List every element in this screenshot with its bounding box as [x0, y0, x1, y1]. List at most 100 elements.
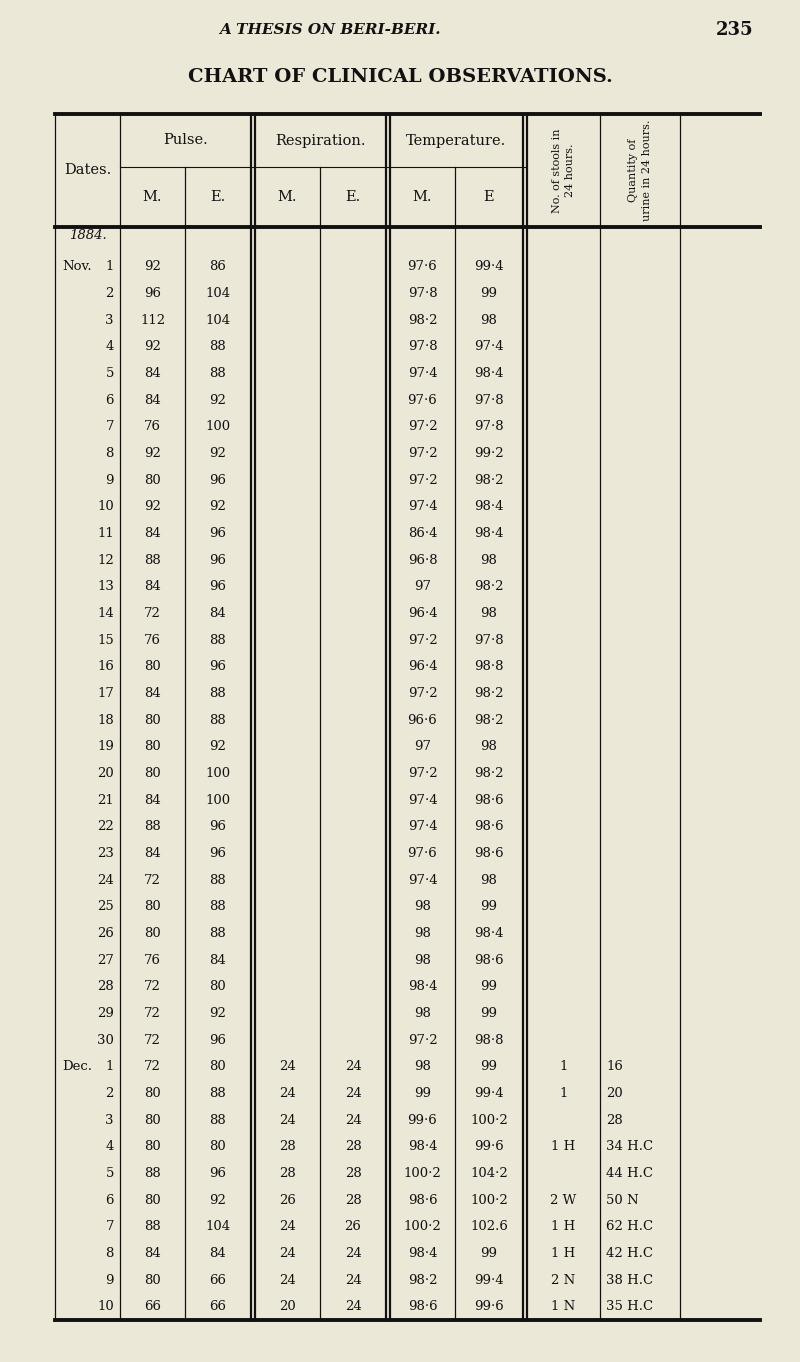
- Text: 99·6: 99·6: [474, 1301, 504, 1313]
- Text: 98·4: 98·4: [474, 527, 504, 541]
- Text: 12: 12: [98, 554, 114, 567]
- Text: 72: 72: [144, 1007, 161, 1020]
- Text: 20: 20: [98, 767, 114, 780]
- Text: 99·2: 99·2: [474, 447, 504, 460]
- Text: 24: 24: [345, 1246, 362, 1260]
- Text: 28: 28: [345, 1193, 362, 1207]
- Text: 80: 80: [144, 1087, 161, 1100]
- Text: 24: 24: [345, 1301, 362, 1313]
- Text: 80: 80: [144, 741, 161, 753]
- Text: 92: 92: [210, 1007, 226, 1020]
- Text: 98·8: 98·8: [474, 1034, 504, 1046]
- Text: Quantity of
urine in 24 hours.: Quantity of urine in 24 hours.: [629, 120, 651, 221]
- Text: 97·2: 97·2: [408, 474, 438, 486]
- Text: 86: 86: [210, 260, 226, 274]
- Text: 13: 13: [97, 580, 114, 594]
- Text: 7: 7: [106, 1220, 114, 1233]
- Text: 76: 76: [144, 953, 161, 967]
- Text: 97·8: 97·8: [474, 421, 504, 433]
- Text: 27: 27: [97, 953, 114, 967]
- Text: 28: 28: [98, 981, 114, 993]
- Text: 24: 24: [279, 1114, 296, 1126]
- Text: 102.6: 102.6: [470, 1220, 508, 1233]
- Text: 76: 76: [144, 421, 161, 433]
- Text: 88: 88: [210, 340, 226, 354]
- Text: 98·4: 98·4: [474, 928, 504, 940]
- Text: 98: 98: [481, 313, 498, 327]
- Text: 24: 24: [279, 1220, 296, 1233]
- Text: 96: 96: [210, 847, 226, 859]
- Text: Temperature.: Temperature.: [406, 133, 506, 147]
- Text: 72: 72: [144, 607, 161, 620]
- Text: 99: 99: [481, 1246, 498, 1260]
- Text: 92: 92: [210, 394, 226, 407]
- Text: 97·8: 97·8: [408, 287, 438, 300]
- Text: 28: 28: [606, 1114, 622, 1126]
- Text: 92: 92: [210, 500, 226, 513]
- Text: 100·2: 100·2: [404, 1220, 442, 1233]
- Text: 84: 84: [144, 527, 161, 541]
- Text: 100·2: 100·2: [470, 1193, 508, 1207]
- Text: 92: 92: [144, 447, 161, 460]
- Text: 96: 96: [210, 1034, 226, 1046]
- Text: 1884.: 1884.: [69, 229, 106, 242]
- Text: 88: 88: [210, 928, 226, 940]
- Text: Dates.: Dates.: [64, 163, 111, 177]
- Text: 2: 2: [106, 287, 114, 300]
- Text: 26: 26: [97, 928, 114, 940]
- Text: 97·6: 97·6: [408, 260, 438, 274]
- Text: 30: 30: [97, 1034, 114, 1046]
- Text: 96: 96: [210, 527, 226, 541]
- Text: 104·2: 104·2: [470, 1167, 508, 1179]
- Text: 98·4: 98·4: [408, 981, 438, 993]
- Text: 100: 100: [206, 421, 230, 433]
- Text: 24: 24: [345, 1087, 362, 1100]
- Text: 28: 28: [345, 1140, 362, 1154]
- Text: 20: 20: [279, 1301, 296, 1313]
- Text: 98·6: 98·6: [474, 953, 504, 967]
- Text: 1 N: 1 N: [551, 1301, 576, 1313]
- Text: 88: 88: [210, 686, 226, 700]
- Text: 100: 100: [206, 794, 230, 806]
- Text: 10: 10: [98, 1301, 114, 1313]
- Text: 97·4: 97·4: [408, 794, 438, 806]
- Text: 96: 96: [210, 580, 226, 594]
- Text: 97·2: 97·2: [408, 633, 438, 647]
- Text: 4: 4: [106, 340, 114, 354]
- Text: M.: M.: [278, 191, 298, 204]
- Text: 72: 72: [144, 873, 161, 887]
- Text: 112: 112: [140, 313, 165, 327]
- Text: 66: 66: [144, 1301, 161, 1313]
- Text: 80: 80: [210, 981, 226, 993]
- Text: 88: 88: [210, 873, 226, 887]
- Text: 84: 84: [210, 1246, 226, 1260]
- Text: 1: 1: [106, 1060, 114, 1073]
- Text: 97·2: 97·2: [408, 686, 438, 700]
- Text: 100·2: 100·2: [404, 1167, 442, 1179]
- Text: 98: 98: [481, 554, 498, 567]
- Text: 24: 24: [345, 1114, 362, 1126]
- Text: 84: 84: [144, 368, 161, 380]
- Text: 3: 3: [106, 313, 114, 327]
- Text: 88: 88: [210, 633, 226, 647]
- Text: 1: 1: [559, 1087, 568, 1100]
- Text: 98: 98: [414, 1007, 431, 1020]
- Text: 98·2: 98·2: [474, 580, 504, 594]
- Text: 96·4: 96·4: [408, 607, 438, 620]
- Text: 23: 23: [97, 847, 114, 859]
- Text: 1: 1: [559, 1060, 568, 1073]
- Text: 88: 88: [144, 554, 161, 567]
- Text: 1: 1: [106, 260, 114, 274]
- Text: 98: 98: [414, 900, 431, 914]
- Text: 99·6: 99·6: [408, 1114, 438, 1126]
- Text: 3: 3: [106, 1114, 114, 1126]
- Text: 99·4: 99·4: [474, 1273, 504, 1287]
- Text: 97·8: 97·8: [474, 633, 504, 647]
- Text: E.: E.: [346, 191, 361, 204]
- Text: 28: 28: [279, 1140, 296, 1154]
- Text: 92: 92: [144, 500, 161, 513]
- Text: 66: 66: [210, 1301, 226, 1313]
- Text: 62 H.C: 62 H.C: [606, 1220, 653, 1233]
- Text: 86·4: 86·4: [408, 527, 438, 541]
- Text: 80: 80: [144, 1273, 161, 1287]
